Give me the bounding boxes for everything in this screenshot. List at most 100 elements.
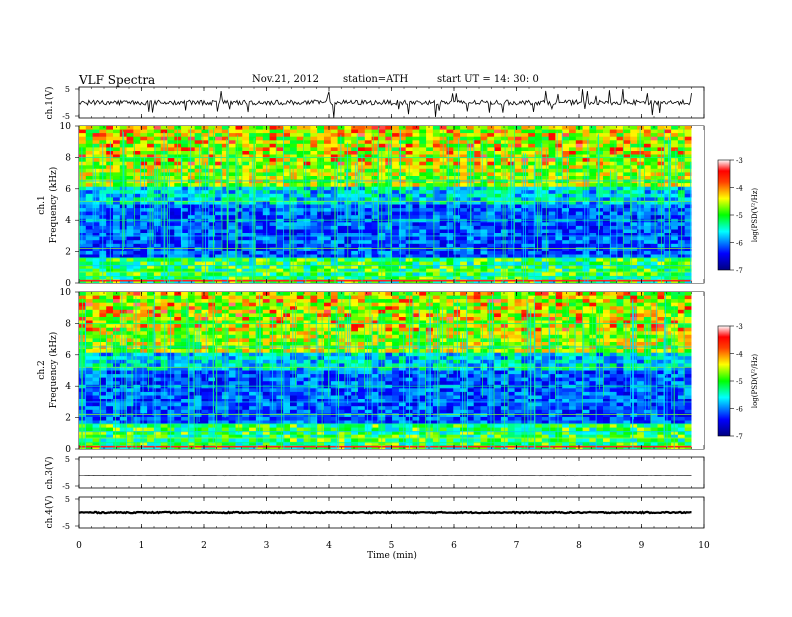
- ch1-spectrogram-cell: [562, 222, 569, 226]
- ch1-spectrogram-cell: [188, 222, 195, 226]
- ch1-spectrogram-cell: [188, 172, 195, 176]
- ch1-spectrogram-cell: [555, 169, 562, 173]
- ch1-spectrogram-cell: [515, 222, 522, 226]
- ch2-spectrogram-cell: [168, 310, 175, 314]
- ch1-spectrogram-cell: [154, 247, 161, 251]
- ch2-spectrogram-cell: [161, 403, 168, 407]
- ch1-spectrogram-cell: [644, 247, 651, 251]
- ch1-spectrogram-cell: [324, 215, 331, 219]
- ch1-spectrogram-cell: [617, 169, 624, 173]
- ch1-spectrogram-cell: [447, 144, 454, 148]
- ch1-spectrogram-cell: [317, 194, 324, 198]
- ch1-spectrogram-cell: [555, 147, 562, 151]
- ch2-spectrogram-cell: [133, 417, 140, 421]
- ch1-spectrogram-cell: [276, 147, 283, 151]
- ch2-spectrogram-cell: [99, 313, 106, 317]
- ch1-spectrogram-cell: [515, 247, 522, 251]
- ch1-spectrogram-cell: [460, 144, 467, 148]
- ch1-spectrogram-cell: [501, 133, 508, 137]
- ch2-spectrogram-cell: [127, 338, 134, 342]
- ch1-spectrogram-cell: [447, 240, 454, 244]
- ch1-spectrogram-cell: [555, 215, 562, 219]
- ch1-spectrogram-cell: [392, 183, 399, 187]
- ch1-spectrogram-cell: [487, 162, 494, 166]
- ch1-spectrogram-cell: [460, 233, 467, 237]
- ch2-spectrogram-cell: [113, 313, 120, 317]
- ch1-spectrogram-cell: [596, 133, 603, 137]
- ch1-spectrogram-cell: [487, 233, 494, 237]
- ch1-spectrogram-cell: [487, 222, 494, 226]
- ch1-spectrogram-cell: [487, 258, 494, 262]
- ch2-spectrogram-cell: [161, 328, 168, 332]
- ch1-spectrogram-cell: [147, 133, 154, 137]
- ch1-spectrogram-cell: [256, 205, 263, 209]
- ch1-spectrogram-cell: [644, 144, 651, 148]
- ch2-spectrogram-cell: [181, 417, 188, 421]
- ch1-spectrogram-cell: [256, 169, 263, 173]
- ch2-spectrogram-cell: [181, 371, 188, 375]
- ch1-spectrogram-cell: [664, 215, 671, 219]
- ch2-spectrogram-cell: [127, 388, 134, 392]
- ch2-spectrogram-cell: [202, 399, 209, 403]
- ch1-spectrogram-cell: [304, 205, 311, 209]
- ch1-spectrogram-cell: [481, 226, 488, 230]
- ch2-spectrogram-cell: [181, 438, 188, 442]
- ch1-spectrogram-cell: [304, 194, 311, 198]
- ch1-spectrogram-cell: [637, 158, 644, 162]
- ch1-spectrogram-cell: [481, 233, 488, 237]
- ch2-spectrogram-cell: [120, 403, 127, 407]
- ch1-spectrogram-cell: [549, 172, 556, 176]
- ch2-spectrogram-cell: [181, 378, 188, 382]
- ch1-spectrogram-cell: [419, 240, 426, 244]
- ch2-spectrogram-cell: [93, 399, 100, 403]
- ch1-spectrogram-cell: [562, 169, 569, 173]
- ch2-spectrogram-cell: [86, 349, 93, 353]
- ch2-spectrogram-cell: [188, 303, 195, 307]
- ch1-spectrogram-cell: [297, 258, 304, 262]
- ch1-spectrogram-cell: [86, 158, 93, 162]
- ch1-spectrogram-cell: [596, 205, 603, 209]
- ch1-spectrogram-cell: [644, 137, 651, 141]
- ch1-spectrogram-cell: [392, 272, 399, 276]
- ch1-spectrogram-cell: [426, 251, 433, 255]
- ch1-spectrogram-cell: [494, 137, 501, 141]
- ch1-spectrogram-cell: [610, 169, 617, 173]
- ch1-spectrogram-cell: [310, 212, 317, 216]
- ch1-spectrogram-cell: [589, 137, 596, 141]
- ch1-spectrogram-cell: [617, 251, 624, 255]
- ch1-spectrogram-cell: [86, 194, 93, 198]
- ch1-spectrogram-cell: [127, 172, 134, 176]
- ch1-spectrogram-cell: [290, 133, 297, 137]
- ch1-spectrogram-cell: [229, 247, 236, 251]
- ch2-spectrogram-cell: [181, 399, 188, 403]
- ch1-spectrogram-cell: [290, 194, 297, 198]
- ch1-spectrogram-cell: [576, 180, 583, 184]
- ch1-spectrogram-cell: [569, 258, 576, 262]
- ch2-spectrogram-cell: [127, 292, 134, 296]
- ch1-spectrogram-cell: [174, 133, 181, 137]
- ch1-spectrogram-cell: [392, 162, 399, 166]
- ch2-spectrogram-cell: [113, 338, 120, 342]
- ch1-spectrogram-cell: [603, 240, 610, 244]
- ch2-spectrogram-cell: [93, 313, 100, 317]
- ch2-spectrogram-cell: [181, 388, 188, 392]
- ch2-spectrogram-cell: [195, 335, 202, 339]
- ch1-spectrogram-cell: [392, 247, 399, 251]
- ch1-spectrogram-cell: [419, 237, 426, 241]
- ch2-spectrogram-cell: [168, 299, 175, 303]
- ch1-spectrogram-cell: [147, 233, 154, 237]
- ch2-spectrogram-cell: [168, 413, 175, 417]
- ch2-spectrogram-cell: [133, 360, 140, 364]
- ch1-spectrogram-cell: [576, 205, 583, 209]
- ch1-spectrogram-cell: [106, 155, 113, 159]
- ch1-spectrogram-cell: [501, 240, 508, 244]
- ch1-spectrogram-cell: [263, 137, 270, 141]
- ch1-spectrogram-cell: [392, 205, 399, 209]
- ch1-spectrogram-cell: [133, 247, 140, 251]
- ch1-spectrogram-cell: [637, 226, 644, 230]
- ch1-spectrogram-cell: [426, 162, 433, 166]
- ch1-spectrogram-cell: [426, 133, 433, 137]
- ch1-spectrogram-cell: [290, 205, 297, 209]
- ch1-spectrogram-cell: [576, 162, 583, 166]
- ch1-spectrogram-cell: [603, 205, 610, 209]
